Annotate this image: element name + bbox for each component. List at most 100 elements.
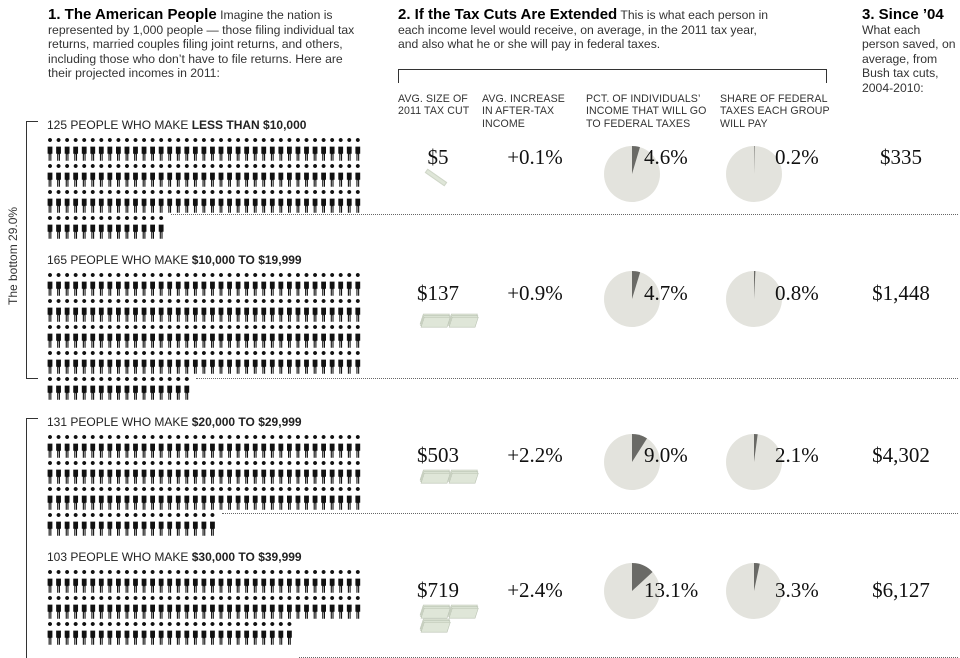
person-icon	[150, 513, 155, 536]
person-icon	[355, 596, 361, 619]
row-separator-2	[196, 378, 958, 379]
person-icon	[124, 138, 130, 161]
person-icon	[81, 351, 87, 374]
person-icon	[210, 190, 215, 213]
person-icon	[235, 461, 241, 484]
person-icon	[278, 351, 284, 374]
person-icon	[64, 435, 70, 458]
person-icon	[346, 273, 352, 296]
person-icon	[141, 513, 147, 536]
person-icon	[107, 138, 113, 161]
person-icon	[150, 461, 155, 484]
person-icon	[278, 570, 284, 593]
person-icon	[184, 487, 190, 510]
person-icon	[107, 216, 113, 239]
share-taxes-pie-1-slice	[754, 146, 755, 174]
person-icon	[141, 164, 147, 187]
group-count-text-3: 131 PEOPLE WHO MAKE	[47, 415, 192, 429]
section-3-title: 3. Since ’04	[862, 6, 944, 23]
person-icon	[133, 622, 138, 645]
person-icon	[150, 216, 155, 239]
person-icon	[244, 273, 250, 296]
person-icon	[346, 461, 352, 484]
person-icon	[47, 435, 53, 458]
person-icon	[312, 138, 318, 161]
person-icon	[64, 299, 70, 322]
person-icon	[278, 299, 284, 322]
money-illustration-4	[419, 604, 479, 633]
money-illustration-3-bill	[419, 469, 451, 484]
person-icon	[90, 273, 96, 296]
person-icon	[81, 461, 87, 484]
person-icon	[210, 164, 215, 187]
person-icon	[329, 570, 335, 593]
person-icon	[64, 596, 70, 619]
since-04-savings-4: $6,127	[872, 578, 930, 602]
person-icon	[175, 299, 181, 322]
person-icon	[133, 461, 138, 484]
person-icon	[133, 487, 138, 510]
person-icon	[244, 461, 250, 484]
person-icon	[355, 435, 361, 458]
person-icon	[304, 487, 309, 510]
person-icon	[98, 138, 104, 161]
person-icon	[244, 487, 250, 510]
person-icon	[210, 351, 215, 374]
person-icon	[56, 513, 61, 536]
person-icon	[252, 487, 258, 510]
person-icon	[47, 622, 53, 645]
person-icon	[184, 513, 190, 536]
person-icon	[321, 164, 326, 187]
person-icon	[90, 138, 96, 161]
person-icon	[184, 622, 190, 645]
pct-income-pie-2-slice	[632, 271, 641, 299]
person-icon	[56, 377, 61, 400]
col-avg-increase: AVG. INCREASE IN AFTER-TAX INCOME	[482, 93, 565, 130]
person-icon	[295, 487, 301, 510]
person-icon	[227, 461, 232, 484]
person-icon	[210, 138, 215, 161]
person-icon	[175, 325, 181, 348]
person-icon	[269, 596, 275, 619]
person-icon	[261, 435, 267, 458]
person-icon	[244, 325, 250, 348]
person-icon	[98, 570, 104, 593]
person-icon	[295, 273, 301, 296]
person-icon	[158, 570, 164, 593]
person-icon	[192, 435, 198, 458]
person-icon	[355, 487, 361, 510]
person-icon	[116, 570, 121, 593]
person-icon	[201, 325, 207, 348]
person-icon	[244, 190, 250, 213]
person-icon	[124, 461, 130, 484]
person-icon	[175, 351, 181, 374]
person-icon	[261, 190, 267, 213]
person-icon	[73, 273, 79, 296]
person-icon	[98, 164, 104, 187]
person-icon	[81, 216, 87, 239]
person-icon	[64, 377, 70, 400]
person-icon	[201, 351, 207, 374]
person-icon	[141, 622, 147, 645]
person-icon	[338, 325, 344, 348]
person-icon	[227, 325, 232, 348]
person-icon	[244, 351, 250, 374]
person-icon	[192, 461, 198, 484]
person-icon	[56, 487, 61, 510]
person-icon	[201, 273, 207, 296]
person-icon	[158, 461, 164, 484]
group-income-range-2: $10,000 TO $19,999	[191, 253, 302, 267]
person-icon	[56, 351, 61, 374]
person-icon	[278, 164, 284, 187]
section-1-title: 1. The American People	[48, 6, 217, 23]
person-icon	[312, 351, 318, 374]
person-icon	[56, 570, 61, 593]
person-icon	[287, 596, 292, 619]
person-icon	[150, 190, 155, 213]
person-icon	[150, 325, 155, 348]
person-icon	[133, 216, 138, 239]
person-icon	[167, 325, 173, 348]
person-icon	[321, 325, 326, 348]
person-icon	[175, 513, 181, 536]
person-icon	[107, 377, 113, 400]
